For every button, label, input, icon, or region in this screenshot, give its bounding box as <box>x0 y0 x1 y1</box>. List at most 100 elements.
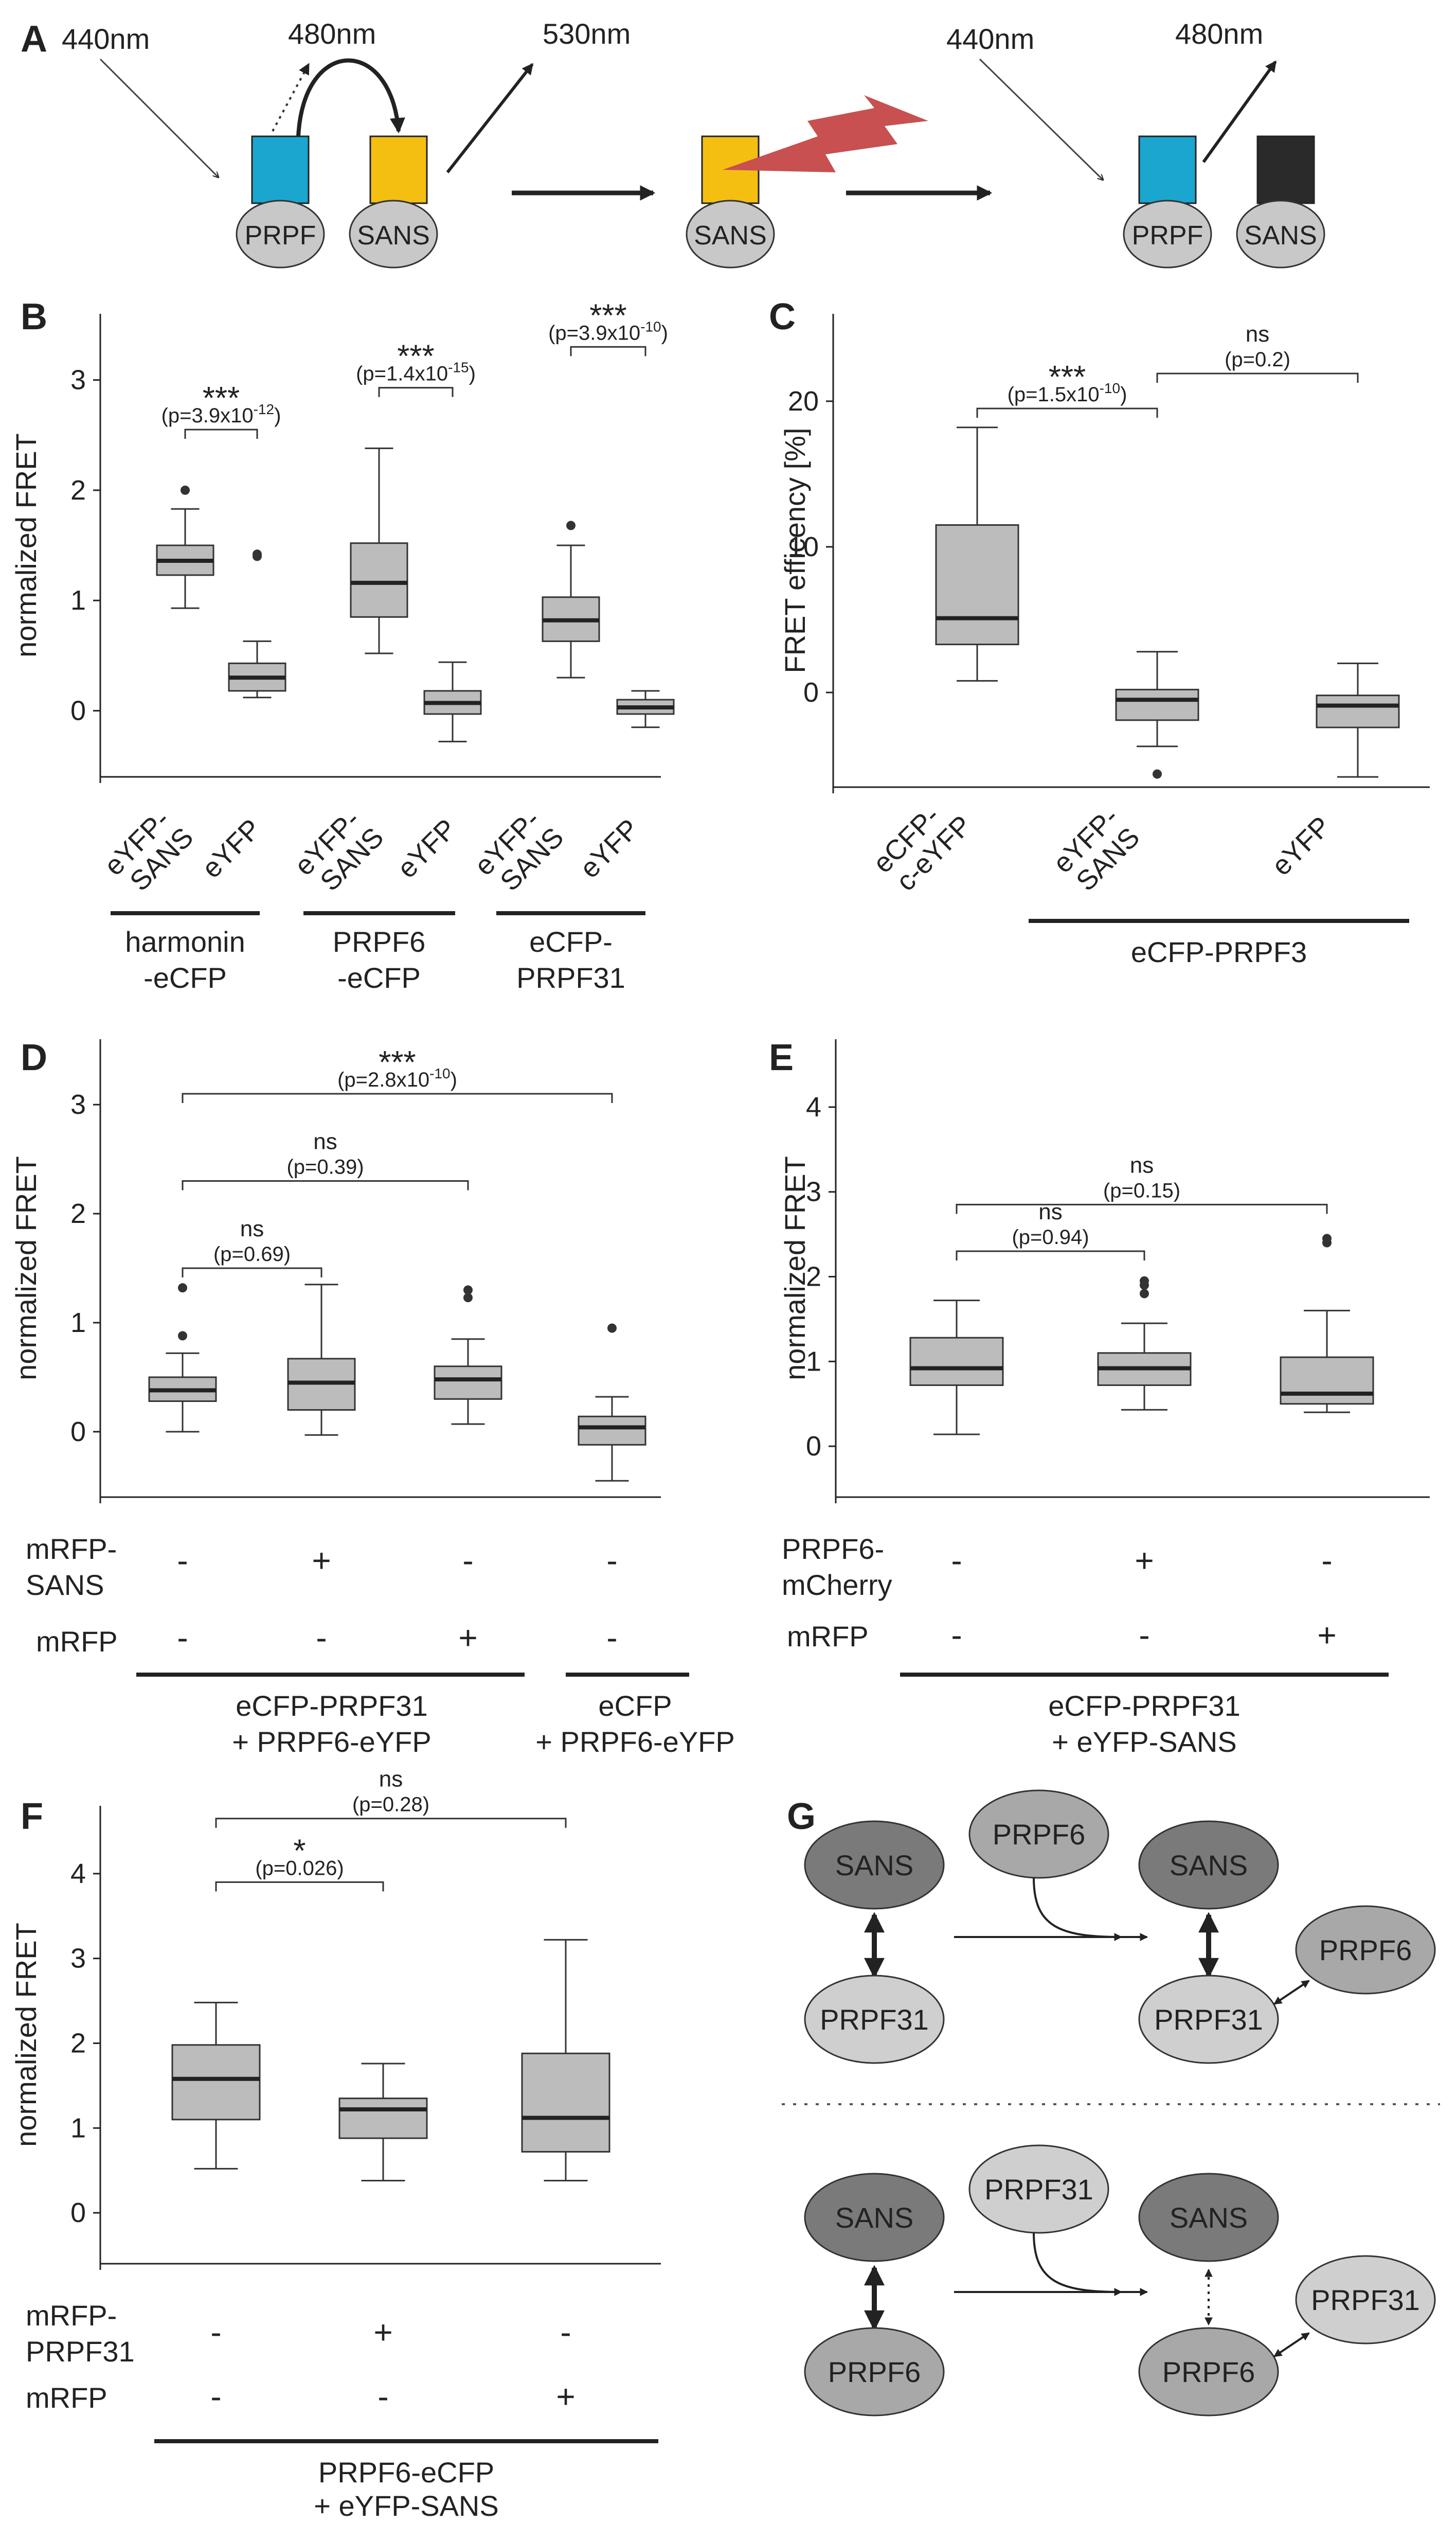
sig-bracket-b-0 <box>184 429 258 439</box>
group-label-b-2b: -eCFP <box>337 962 421 994</box>
box-b-2 <box>350 542 408 618</box>
sig-stars-c-1: ns <box>1246 322 1269 347</box>
yfp-emission-arrow <box>446 63 534 173</box>
outlier-e-1-0 <box>1140 1289 1149 1299</box>
condition-mark-d-1-1: - <box>316 1619 327 1656</box>
prpf6-label-bottom-right: PRPF6 <box>1162 2356 1255 2388</box>
excitation-arrow-2 <box>979 58 1103 180</box>
sig-stars-c-0: *** <box>1049 360 1086 395</box>
sig-bracket-e-0 <box>956 1203 1328 1214</box>
sig-stars-d-2: ns <box>240 1216 264 1241</box>
y-tick-label-c-2: 20 <box>788 386 819 417</box>
prpf31-label-added-bottom: PRPF31 <box>984 2173 1093 2206</box>
yfp-fluorophore <box>369 135 428 204</box>
sig-bracket-b-1 <box>378 387 454 397</box>
row-label-e-1b: mCherry <box>782 1569 892 1601</box>
outlier-e-2-1 <box>1322 1234 1332 1243</box>
group-label-b-1b: -eCFP <box>143 962 227 994</box>
prpf-oval-2 <box>1123 200 1212 269</box>
excitation-wavelength-2: 440nm <box>946 23 1034 55</box>
sig-bracket-c-0 <box>976 407 1158 418</box>
y-axis-label-c: FRET efficency [%] <box>779 428 811 673</box>
prpf6-node-bottom-left <box>804 2327 945 2417</box>
sig-bracket-f-1 <box>215 1881 384 1892</box>
xlabel-b-2: eYFP <box>196 813 267 884</box>
weak-interaction-top <box>1273 1980 1310 2005</box>
cfp-emission-dotted-arrow <box>272 63 310 132</box>
panel-label-e: E <box>769 1037 794 1078</box>
group-label-c: eCFP-PRPF3 <box>1131 936 1307 968</box>
group-label-e-b: + eYFP-SANS <box>1052 1726 1236 1758</box>
group-label-f-a: PRPF6-eCFP <box>318 2456 494 2489</box>
condition-mark-f-0-1: + <box>373 2314 392 2351</box>
prpf6-node-bottom-right <box>1138 2327 1279 2417</box>
condition-rows-f: - + - - - + <box>210 2314 575 2415</box>
sans-oval <box>349 200 438 269</box>
sig-stars-e-1: ns <box>1038 1199 1062 1224</box>
outlier-d-0-0 <box>178 1331 187 1341</box>
xlabel-c-3: eYFP <box>1266 811 1337 882</box>
y-tick-label-f-4: 4 <box>70 1858 86 1889</box>
condition-mark-e-0-2: - <box>1321 1542 1332 1579</box>
prpf31-label-bound-bottom: PRPF31 <box>1311 2284 1420 2316</box>
interaction-bottom <box>1273 2332 1310 2357</box>
group-label-b-3a: eCFP- <box>529 926 613 958</box>
sans-label-top-left: SANS <box>835 1849 914 1881</box>
sig-stars-d-0: *** <box>379 1045 416 1080</box>
sig-pvalue-e-1: (p=0.94) <box>1012 1226 1089 1249</box>
y-tick-label-f-1: 1 <box>70 2112 86 2143</box>
condition-mark-e-1-1: - <box>1139 1616 1149 1654</box>
prpf6-node-bound-top <box>1295 1905 1436 1995</box>
outlier-b-1-1 <box>253 549 262 559</box>
y-tick-label-f-0: 0 <box>70 2197 86 2228</box>
sig-stars-b-0: *** <box>203 381 240 416</box>
row-label-f-2: mRFP <box>26 2382 107 2414</box>
prpf6-label-bound-top: PRPF6 <box>1319 1934 1412 1966</box>
sig-bracket-b-2 <box>570 346 646 357</box>
sig-bracket-d-2 <box>182 1267 322 1277</box>
sig-pvalue-b-0: (p=3.9x10-12) <box>161 401 281 427</box>
outlier-d-3-0 <box>607 1323 617 1333</box>
prpf31-label-top-left: PRPF31 <box>820 2003 929 2036</box>
sig-stars-b-2: *** <box>589 298 626 333</box>
y-axis-label-d: normalized FRET <box>10 1156 42 1380</box>
sans-label: SANS <box>357 221 430 251</box>
condition-mark-d-0-0: - <box>177 1542 188 1579</box>
cfp-emission-arrow-2 <box>1202 60 1277 163</box>
group-label-f-b: + eYFP-SANS <box>314 2490 498 2522</box>
y-tick-label-b-2: 2 <box>70 475 86 506</box>
sans-node-top-right <box>1138 1820 1279 1910</box>
condition-mark-f-0-2: - <box>560 2314 571 2351</box>
excitation-arrow-1 <box>99 58 219 177</box>
sig-pvalue-f-0: (p=0.28) <box>352 1793 429 1816</box>
panel-label-g: G <box>787 1796 816 1837</box>
sig-pvalue-d-0: (p=2.8x10-10) <box>337 1065 457 1091</box>
prpf6-node-added-top <box>968 1789 1109 1879</box>
outlier-c-1-0 <box>1153 769 1162 779</box>
row-label-e-1a: PRPF6- <box>782 1533 884 1565</box>
box-e-2 <box>1280 1356 1374 1405</box>
sans-label-bottom-left: SANS <box>835 2201 914 2234</box>
sans-oval-bleach <box>686 200 775 269</box>
sig-pvalue-d-1: (p=0.39) <box>286 1156 364 1178</box>
panel-label-c: C <box>769 296 796 337</box>
y-tick-label-e-1: 1 <box>806 1346 821 1377</box>
sans-oval-2 <box>1236 200 1325 269</box>
sig-stars-b-1: *** <box>397 339 434 375</box>
condition-mark-f-1-1: - <box>378 2378 388 2415</box>
cfp-fluorophore <box>251 135 310 204</box>
y-tick-label-e-4: 4 <box>806 1092 821 1123</box>
row-label-f-1a: mRFP- <box>26 2299 117 2332</box>
row-label-d-1a: mRFP- <box>26 1533 117 1565</box>
sig-pvalue-b-1: (p=1.4x10-15) <box>356 360 476 385</box>
sans-label-top-right: SANS <box>1170 1849 1248 1881</box>
outlier-d-2-1 <box>463 1285 473 1295</box>
group-label-d-1a: eCFP-PRPF31 <box>236 1690 427 1722</box>
condition-mark-d-0-1: + <box>312 1542 331 1579</box>
outlier-d-2-0 <box>463 1293 473 1303</box>
panel-a: A 440nm 480nm 530nm PRPF SANS SANS 440nm… <box>21 17 1325 269</box>
prpf-oval <box>236 200 325 269</box>
y-axis-label-e: normalized FRET <box>779 1156 811 1380</box>
